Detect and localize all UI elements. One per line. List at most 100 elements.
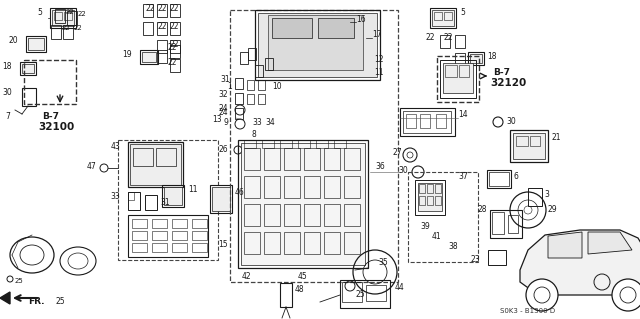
Bar	[470, 54, 482, 63]
Text: 30: 30	[506, 117, 516, 126]
Bar	[52, 10, 74, 26]
Text: 20: 20	[8, 36, 18, 45]
Text: 33: 33	[252, 118, 262, 127]
Text: 39: 39	[420, 222, 429, 231]
Bar	[162, 185, 184, 207]
Bar	[528, 188, 542, 206]
Bar	[304, 204, 320, 226]
Text: 22: 22	[170, 22, 179, 31]
Text: 16: 16	[356, 15, 365, 24]
Text: 27: 27	[392, 148, 402, 157]
Bar	[210, 185, 232, 213]
Bar	[172, 231, 187, 240]
Bar	[28, 38, 44, 50]
Text: 22: 22	[145, 4, 154, 13]
Text: B-7: B-7	[42, 112, 59, 121]
Bar	[240, 52, 248, 64]
Bar	[344, 204, 360, 226]
Bar	[334, 140, 346, 148]
Bar	[304, 232, 320, 254]
Bar	[443, 63, 473, 93]
Bar	[420, 114, 430, 128]
Bar	[508, 215, 518, 233]
Bar	[55, 9, 65, 23]
Text: 11: 11	[188, 185, 198, 194]
Bar	[192, 219, 207, 228]
Bar	[133, 148, 153, 166]
Bar	[192, 231, 207, 240]
Bar	[140, 50, 158, 64]
Bar	[64, 12, 72, 20]
Bar	[142, 52, 156, 62]
Bar	[304, 176, 320, 198]
Bar	[264, 176, 280, 198]
Text: 41: 41	[432, 232, 442, 241]
Bar	[156, 148, 176, 166]
Text: 47: 47	[86, 162, 96, 171]
Bar	[419, 196, 425, 205]
Text: 23: 23	[470, 255, 480, 264]
Bar	[24, 60, 76, 104]
Bar	[128, 192, 140, 210]
Bar	[440, 35, 450, 48]
Bar	[235, 78, 243, 89]
Bar	[430, 8, 456, 28]
Bar	[459, 65, 469, 77]
Text: 22: 22	[168, 58, 177, 67]
Text: 32100: 32100	[38, 122, 74, 132]
Bar	[143, 22, 153, 35]
Bar	[427, 184, 433, 193]
Bar	[235, 108, 243, 119]
Bar	[406, 114, 416, 128]
Bar	[247, 80, 254, 90]
Bar	[418, 183, 442, 211]
Bar	[152, 231, 167, 240]
Polygon shape	[548, 232, 582, 258]
Bar	[157, 50, 167, 63]
Bar	[510, 130, 548, 162]
Text: 30: 30	[398, 166, 408, 175]
Text: 22: 22	[168, 43, 177, 52]
Bar	[170, 45, 180, 58]
Bar	[145, 195, 157, 210]
Text: 31: 31	[220, 75, 230, 84]
Bar	[22, 64, 34, 73]
Text: 22: 22	[170, 40, 179, 49]
Text: 6: 6	[513, 172, 518, 181]
Bar	[262, 140, 274, 148]
Bar	[51, 25, 61, 39]
Bar	[436, 114, 446, 128]
Bar	[437, 56, 479, 102]
Text: 25: 25	[355, 290, 365, 299]
Bar	[272, 18, 312, 38]
Bar	[344, 232, 360, 254]
Bar	[408, 172, 478, 262]
Text: 26: 26	[218, 145, 228, 154]
Text: 34: 34	[265, 118, 275, 127]
Text: 37: 37	[458, 172, 468, 181]
Bar	[170, 22, 180, 35]
Text: 25: 25	[15, 278, 24, 284]
Text: 22: 22	[170, 4, 179, 13]
Bar	[128, 215, 208, 257]
Text: 32: 32	[218, 90, 228, 99]
Text: 33: 33	[110, 192, 120, 201]
Bar	[26, 36, 46, 52]
Bar	[170, 59, 180, 72]
Bar	[435, 196, 441, 205]
Bar	[54, 12, 62, 20]
Text: 36: 36	[375, 162, 385, 171]
Bar	[130, 144, 181, 185]
Text: 9: 9	[223, 118, 228, 127]
Bar	[157, 40, 167, 53]
Bar	[468, 52, 484, 65]
Text: 31: 31	[160, 198, 170, 207]
Bar	[324, 176, 340, 198]
Bar	[340, 280, 390, 308]
Bar	[419, 184, 425, 193]
Text: S0K3 - B1300 D: S0K3 - B1300 D	[500, 308, 555, 314]
Bar	[143, 4, 153, 17]
Bar	[488, 250, 506, 265]
Text: 45: 45	[298, 272, 308, 281]
Bar	[50, 8, 76, 28]
